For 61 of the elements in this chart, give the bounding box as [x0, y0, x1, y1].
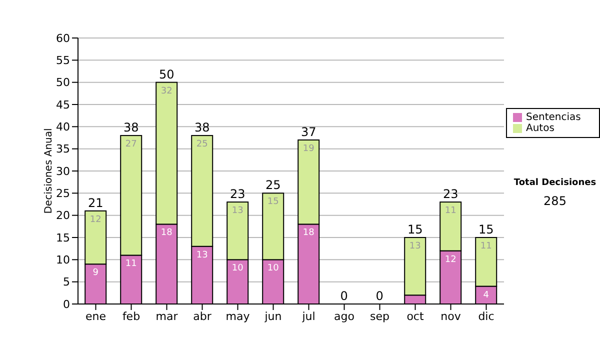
- data-label: 19: [302, 144, 315, 154]
- total-label: 0: [376, 289, 384, 303]
- x-tick-label: sep: [370, 310, 390, 323]
- y-tick-label: 60: [56, 32, 70, 45]
- total-label: 15: [407, 222, 423, 236]
- data-label: 15: [267, 197, 279, 208]
- data-label: 10: [232, 264, 244, 274]
- x-tick-label: feb: [122, 310, 140, 323]
- total-label: 23: [442, 187, 458, 202]
- x-tick-label: ago: [334, 310, 355, 323]
- legend-label: Autos: [526, 123, 554, 134]
- data-label: 18: [160, 228, 173, 238]
- x-tick-label: jun: [264, 310, 282, 323]
- data-label: 27: [125, 140, 137, 150]
- x-tick-label: ene: [85, 310, 106, 323]
- data-label: 12: [444, 254, 456, 265]
- x-tick-label: nov: [440, 310, 462, 323]
- y-tick-label: 10: [56, 254, 70, 267]
- y-tick-label: 20: [56, 209, 70, 222]
- data-label: 4: [483, 290, 490, 300]
- total-label: 25: [265, 178, 281, 192]
- y-tick-label: 35: [56, 142, 70, 156]
- data-label: 25: [196, 140, 208, 150]
- data-label: 12: [90, 214, 102, 225]
- x-tick-label: abr: [193, 310, 212, 323]
- x-tick-label: may: [226, 310, 250, 323]
- total-label: 38: [194, 120, 210, 135]
- x-tick-label: dic: [478, 310, 494, 323]
- data-label: 10: [267, 264, 280, 274]
- x-tick-label: oct: [406, 310, 424, 323]
- y-tick-label: 40: [56, 120, 70, 134]
- y-tick-label: 5: [63, 276, 70, 289]
- x-tick-label: jul: [301, 310, 316, 323]
- y-tick-label: 50: [56, 76, 70, 90]
- y-tick-label: 15: [56, 231, 70, 244]
- x-tick-label: mar: [156, 310, 178, 323]
- y-tick-label: 55: [56, 54, 70, 68]
- data-label: 13: [409, 242, 421, 252]
- total-label: 23: [230, 187, 246, 202]
- legend-label: Sentencias: [526, 112, 581, 123]
- y-tick-label: 30: [56, 164, 70, 178]
- total-label: 21: [88, 196, 104, 210]
- data-label: 13: [196, 250, 208, 260]
- data-label: 18: [302, 228, 315, 238]
- total-label: 0: [340, 289, 348, 303]
- data-label: 13: [232, 206, 244, 216]
- data-label: 11: [444, 206, 456, 216]
- y-axis-title: Decisiones Anual: [44, 128, 55, 214]
- text: 285: [542, 194, 568, 208]
- total-label: 37: [300, 124, 316, 139]
- total-label: 50: [158, 67, 174, 82]
- y-tick-label: 0: [63, 298, 70, 311]
- total-label: 38: [123, 120, 139, 135]
- total-label: 15: [478, 222, 494, 236]
- data-label: 32: [160, 86, 172, 96]
- data-label: 11: [480, 242, 492, 252]
- y-tick-label: 25: [56, 187, 70, 200]
- text: Total Decisiones: [512, 178, 598, 188]
- y-tick-label: 45: [56, 98, 70, 112]
- data-label: 9: [92, 268, 99, 278]
- data-label: 11: [125, 259, 137, 270]
